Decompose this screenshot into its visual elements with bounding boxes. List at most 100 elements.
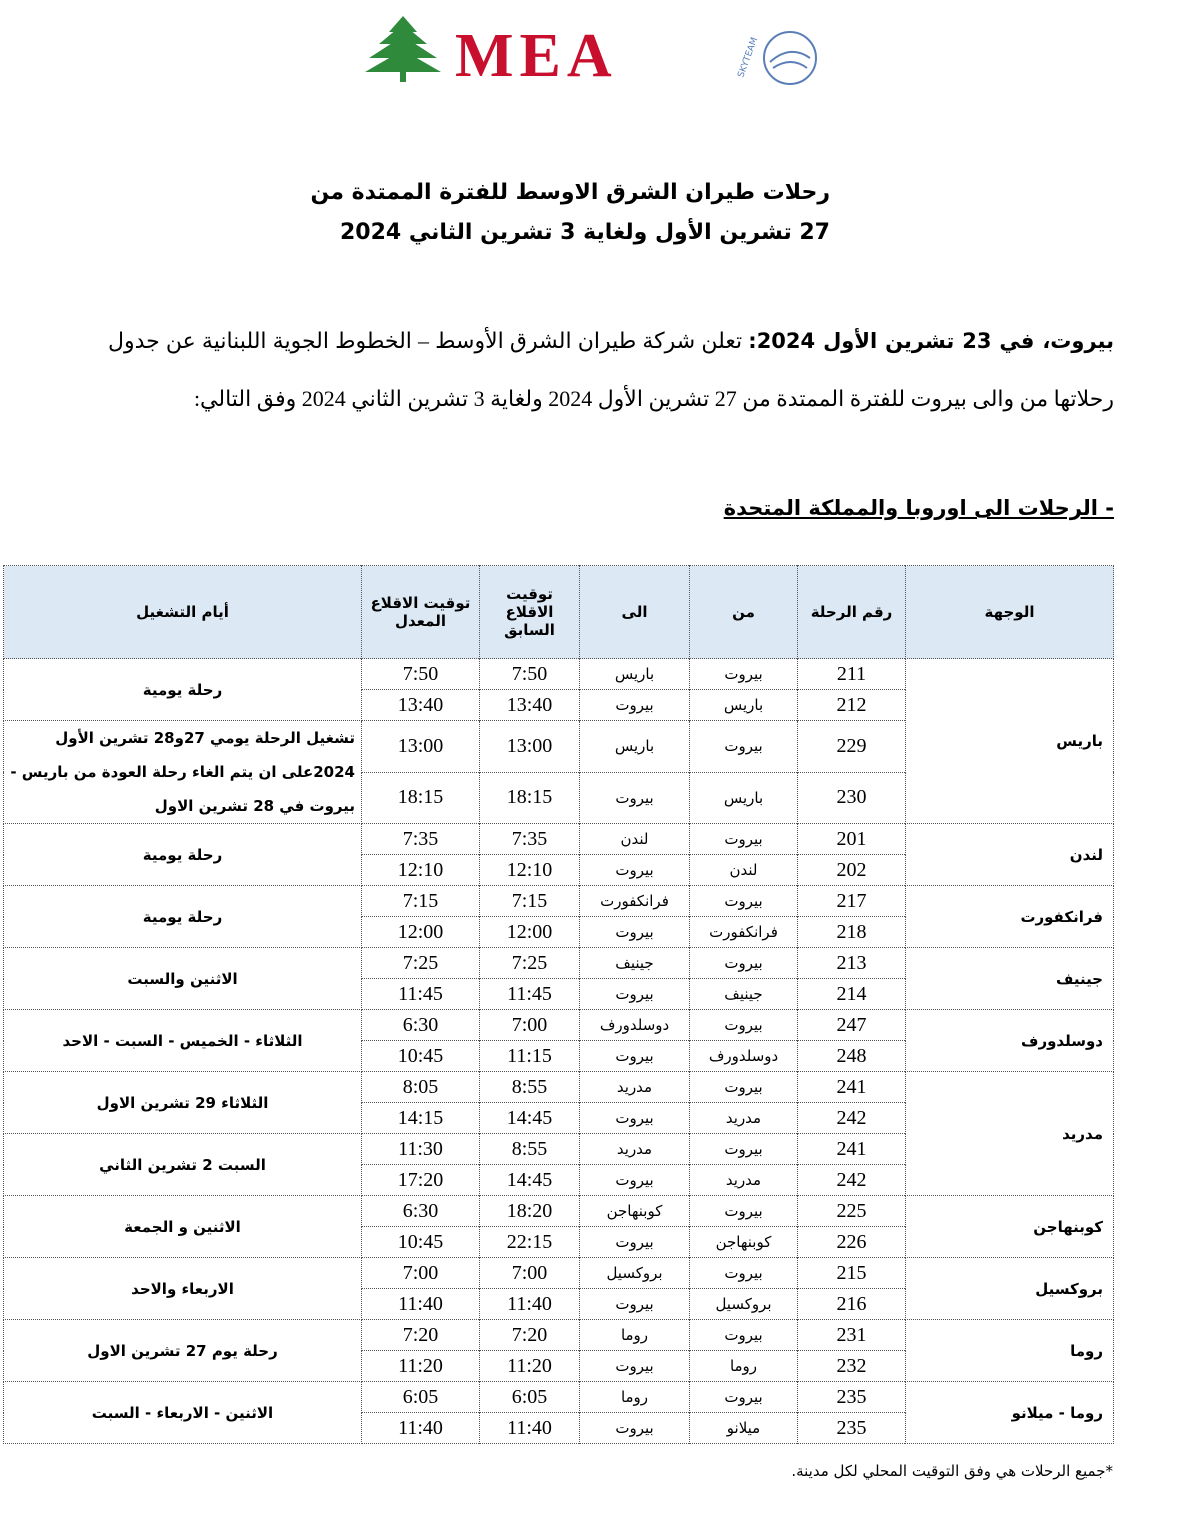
from-cell: كوبنهاجن — [689, 1226, 798, 1258]
new-time: 7:00 — [361, 1257, 480, 1289]
to-cell: باريس — [579, 720, 690, 773]
previous-time: 12:00 — [479, 916, 580, 948]
new-time: 7:15 — [361, 885, 480, 917]
to-cell: لندن — [579, 823, 690, 855]
flight-number: 225 — [797, 1195, 906, 1227]
previous-time: 11:45 — [479, 978, 580, 1010]
header-cell: رقم الرحلة — [797, 565, 906, 659]
from-cell: باريس — [689, 689, 798, 721]
previous-time: 7:50 — [479, 658, 580, 690]
destination-cell: جينيف — [905, 947, 1114, 1010]
destination-cell: لندن — [905, 823, 1114, 886]
previous-time: 18:15 — [479, 771, 580, 824]
header-cell: أيام التشغيل — [3, 565, 362, 659]
flight-number: 232 — [797, 1350, 906, 1382]
previous-time: 18:20 — [479, 1195, 580, 1227]
days-cell: السبت 2 تشرين الثاني — [3, 1133, 362, 1196]
table-body: باريس 211 بيروت باريس 7:50 7:50 رحلة يومية 212 ب… — [3, 658, 1114, 1444]
flight-number: 217 — [797, 885, 906, 917]
new-time: 6:05 — [361, 1381, 480, 1413]
flight-row: روما 231 بيروت روما 7:20 7:20 رحلة يوم 27 تشري… — [3, 1319, 1114, 1382]
days-cell: الاثنين - الاربعاء - السبت — [3, 1381, 362, 1444]
from-cell: بيروت — [689, 1071, 798, 1103]
header-cell: توقيت الاقلاع المعدل — [361, 565, 480, 659]
new-time: 17:20 — [361, 1164, 480, 1196]
to-cell: بيروت — [579, 689, 690, 721]
title-line: رحلات طيران الشرق الاوسط للفترة الممتدة … — [310, 180, 830, 205]
flight-number: 202 — [797, 854, 906, 886]
new-time: 12:10 — [361, 854, 480, 886]
new-time: 14:15 — [361, 1102, 480, 1134]
days-cell: الثلاثاء - الخميس - السبت - الاحد — [3, 1009, 362, 1072]
destination-cell: دوسلدورف — [905, 1009, 1114, 1072]
new-time: 7:35 — [361, 823, 480, 855]
from-cell: دوسلدورف — [689, 1040, 798, 1072]
from-cell: بيروت — [689, 1133, 798, 1165]
from-cell: بروكسيل — [689, 1288, 798, 1320]
previous-time: 11:40 — [479, 1412, 580, 1444]
section-heading: - الرحلات الى اوروبا والمملكة المتحدة — [723, 496, 1114, 520]
paragraph-lead: بيروت، في 23 تشرين الأول 2024: — [748, 329, 1114, 353]
title-line: 27 تشرين الأول ولغاية 3 تشرين الثاني 202… — [339, 220, 830, 245]
previous-time: 7:00 — [479, 1009, 580, 1041]
header-cell: توقيت الاقلاع السابق — [479, 565, 580, 659]
flight-number: 235 — [797, 1381, 906, 1413]
header-cell: الى — [579, 565, 690, 659]
flight-number: 248 — [797, 1040, 906, 1072]
from-cell: ميلانو — [689, 1412, 798, 1444]
flight-number: 242 — [797, 1164, 906, 1196]
to-cell: فرانكفورت — [579, 885, 690, 917]
from-cell: روما — [689, 1350, 798, 1382]
header-cell: الوجهة — [905, 565, 1114, 659]
flight-number: 247 — [797, 1009, 906, 1041]
to-cell: بيروت — [579, 1102, 690, 1134]
previous-time: 11:40 — [479, 1288, 580, 1320]
to-cell: بيروت — [579, 1288, 690, 1320]
flight-row: 242 مدريد بيروت 14:45 14:15 — [4, 1102, 1114, 1134]
flight-number: 201 — [797, 823, 906, 855]
to-cell: كوبنهاجن — [579, 1195, 690, 1227]
destination-cell: روما - ميلانو — [905, 1381, 1114, 1444]
brand-text: MEA — [455, 22, 618, 90]
previous-time: 7:25 — [479, 947, 580, 979]
new-time: 11:40 — [361, 1412, 480, 1444]
flight-number: 230 — [797, 771, 906, 824]
from-cell: بيروت — [689, 1257, 798, 1289]
flight-number: 235 — [797, 1412, 906, 1444]
to-cell: بيروت — [579, 854, 690, 886]
flight-number: 242 — [797, 1102, 906, 1134]
flight-number: 241 — [797, 1133, 906, 1165]
skyteam-icon — [763, 31, 817, 85]
alliance-text: SKYTEAM — [736, 36, 760, 79]
flight-row: 248 دوسلدورف بيروت 11:15 10:45 — [4, 1040, 1114, 1072]
destination-cell: روما — [905, 1319, 1114, 1382]
from-cell: مدريد — [689, 1164, 798, 1196]
from-cell: بيروت — [689, 885, 798, 917]
previous-time: 7:20 — [479, 1319, 580, 1351]
to-cell: بيروت — [579, 1226, 690, 1258]
from-cell: فرانكفورت — [689, 916, 798, 948]
header-row: الوجهة رقم الرحلة من الى توقيت الاقلاع الساب… — [3, 565, 1114, 659]
days-cell: رحلة يومية — [3, 658, 362, 721]
previous-time: 22:15 — [479, 1226, 580, 1258]
flight-row: 229 بيروت باريس 13:00 13:00 تشغيل الرحلة يومي… — [3, 720, 1114, 824]
new-time: 12:00 — [361, 916, 480, 948]
to-cell: روما — [579, 1319, 690, 1351]
previous-time: 7:35 — [479, 823, 580, 855]
flight-row: دوسلدورف 247 بيروت دوسلدورف 7:00 6:30 الثلاثاء… — [3, 1009, 1114, 1072]
to-cell: روما — [579, 1381, 690, 1413]
destination-cell: مدريد — [905, 1071, 1114, 1196]
flight-number: 226 — [797, 1226, 906, 1258]
to-cell: بيروت — [579, 1040, 690, 1072]
to-cell: مدريد — [579, 1071, 690, 1103]
previous-time: 8:55 — [479, 1133, 580, 1165]
to-cell: دوسلدورف — [579, 1009, 690, 1041]
flight-row: مدريد 241 بيروت مدريد 8:55 8:05 الثلاثاء 29 تش… — [3, 1071, 1114, 1196]
days-cell: الاثنين والسبت — [3, 947, 362, 1010]
from-cell: جينيف — [689, 978, 798, 1010]
from-cell: لندن — [689, 854, 798, 886]
flight-row: جينيف 213 بيروت جينيف 7:25 7:25 الاثنين والسبت — [3, 947, 1114, 1010]
flight-number: 211 — [797, 658, 906, 690]
to-cell: باريس — [579, 658, 690, 690]
